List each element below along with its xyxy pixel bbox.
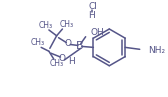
Text: NH₂: NH₂ [148,46,165,55]
Text: CH₃: CH₃ [30,38,44,47]
Text: OH: OH [91,28,104,37]
Text: O: O [65,39,72,48]
Text: CH₃: CH₃ [39,21,53,30]
Text: H: H [88,11,95,20]
Text: B: B [76,41,84,51]
Text: O: O [59,55,66,63]
Text: CH₃: CH₃ [50,59,64,68]
Text: H: H [68,57,75,66]
Text: CH₃: CH₃ [59,20,73,29]
Text: Cl: Cl [89,2,98,11]
